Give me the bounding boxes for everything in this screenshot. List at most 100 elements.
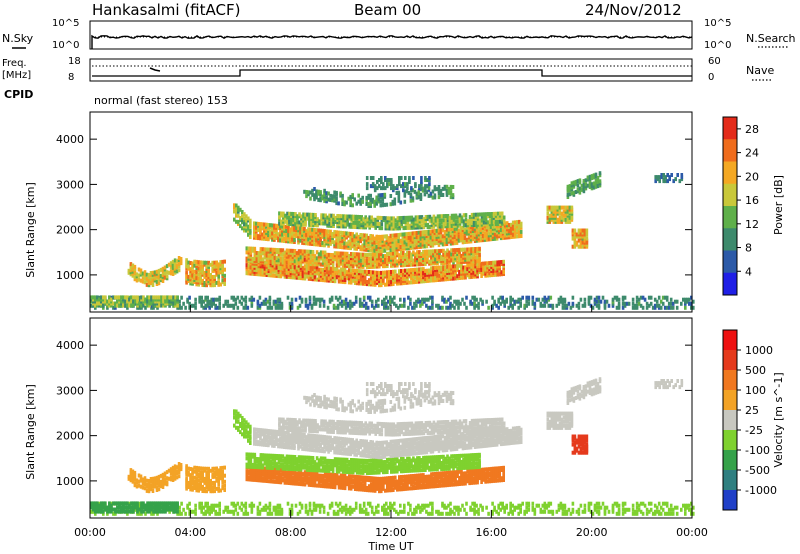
power-echo-cell — [233, 217, 236, 222]
power-echo-cell — [438, 259, 441, 264]
power-echo-cell — [357, 199, 360, 204]
power-echo-cell — [430, 249, 433, 254]
power-echo-cell — [556, 209, 560, 214]
power-echo-cell — [262, 301, 266, 306]
power-echo-cell — [495, 236, 499, 241]
power-echo-cell — [255, 257, 259, 262]
power-echo-cell — [481, 238, 485, 243]
power-echo-cell — [575, 240, 579, 245]
power-echo-cell — [149, 281, 153, 286]
power-echo-cell — [329, 239, 332, 244]
power-echo-cell — [279, 224, 282, 229]
power-echo-cell — [367, 248, 370, 253]
power-echo-cell — [451, 231, 455, 236]
power-echo-cell — [335, 201, 338, 206]
power-echo-cell — [417, 297, 420, 302]
power-echo-cell — [209, 275, 212, 280]
velocity-echo-cell — [403, 509, 406, 514]
power-echo-cell — [564, 209, 568, 214]
power-echo-cell — [570, 213, 574, 218]
power-echo-cell — [421, 242, 425, 247]
power-echo-cell — [392, 282, 395, 286]
velocity-echo-cell — [280, 507, 284, 512]
power-echo-cell — [435, 237, 439, 241]
power-echo-cell — [169, 269, 173, 274]
power-echo-cell — [354, 220, 357, 225]
velocity-echo-cell — [429, 501, 432, 506]
power-echo-cell — [461, 230, 465, 235]
power-echo-cell — [476, 268, 479, 273]
power-echo-cell — [394, 279, 397, 284]
power-echo-cell — [577, 244, 581, 249]
power-echo-cell — [341, 255, 345, 260]
velocity-echo-cell — [234, 507, 238, 512]
power-echo-cell — [444, 220, 448, 225]
power-echo-cell — [392, 216, 396, 221]
power-echo-cell — [649, 295, 653, 300]
power-echo-cell — [185, 264, 188, 269]
power-echo-cell — [463, 236, 467, 240]
power-echo-cell — [390, 218, 394, 223]
power-echo-cell — [496, 221, 500, 226]
power-echo-cell — [500, 270, 503, 275]
power-echo-cell — [129, 270, 133, 275]
power-echo-cell — [371, 252, 375, 257]
power-echo-cell — [392, 184, 395, 189]
power-echo-cell — [371, 234, 374, 239]
power-echo-cell — [379, 249, 383, 254]
power-echo-cell — [283, 260, 287, 265]
power-echo-cell — [334, 220, 337, 224]
power-echo-cell — [261, 257, 265, 262]
power-echo-cell — [440, 277, 443, 282]
power-echo-cell — [373, 188, 377, 193]
power-echo-cell — [449, 227, 453, 232]
power-echo-cell — [651, 305, 655, 310]
power-echo-cell — [423, 238, 427, 243]
power-echo-cell — [283, 258, 287, 263]
velocity-echo-cell — [126, 511, 129, 516]
power-echo-cell — [488, 265, 491, 270]
power-echo-cell — [675, 305, 679, 310]
velocity-echo-cell — [256, 511, 260, 516]
power-echo-cell — [464, 257, 467, 262]
power-echo-cell — [478, 252, 481, 257]
velocity-echo-cell — [294, 503, 298, 508]
power-echo-cell — [250, 295, 254, 300]
power-echo-cell — [359, 269, 363, 274]
power-echo-cell — [484, 265, 487, 270]
power-echo-cell — [242, 305, 246, 310]
power-echo-cell — [599, 299, 603, 304]
power-echo-cell — [486, 273, 489, 278]
power-echo-cell — [665, 305, 669, 310]
power-ylabel: Slant Range [km] — [24, 182, 37, 278]
power-echo-cell — [408, 225, 412, 230]
power-echo-cell — [359, 277, 363, 282]
power-echo-cell — [288, 211, 291, 216]
power-echo-cell — [120, 295, 123, 300]
power-echo-cell — [420, 258, 423, 263]
power-echo-cell — [275, 248, 279, 252]
power-echo-cell — [405, 236, 409, 241]
velocity-echo-cell — [403, 503, 406, 508]
power-echo-cell — [566, 184, 570, 189]
power-echo-cell — [550, 205, 554, 210]
power-echo-cell — [603, 301, 607, 306]
power-echo-cell — [403, 191, 407, 196]
power-echo-cell — [290, 297, 294, 302]
power-echo-cell — [317, 254, 321, 259]
power-echo-cell — [302, 212, 305, 217]
power-echo-cell — [285, 250, 289, 255]
power-echo-cell — [356, 214, 359, 219]
power-echo-cell — [358, 225, 361, 230]
power-echo-cell — [381, 301, 384, 306]
power-echo-cell — [331, 263, 335, 268]
velocity-echo-cell — [407, 501, 410, 506]
power-echo-cell — [281, 248, 285, 253]
power-echo-cell — [293, 238, 296, 242]
power-echo-cell — [501, 295, 504, 300]
power-echo-cell — [362, 295, 366, 300]
power-echo-cell — [158, 303, 161, 308]
power-echo-cell — [255, 225, 258, 230]
power-echo-cell — [438, 218, 442, 223]
power-echo-cell — [473, 301, 476, 306]
